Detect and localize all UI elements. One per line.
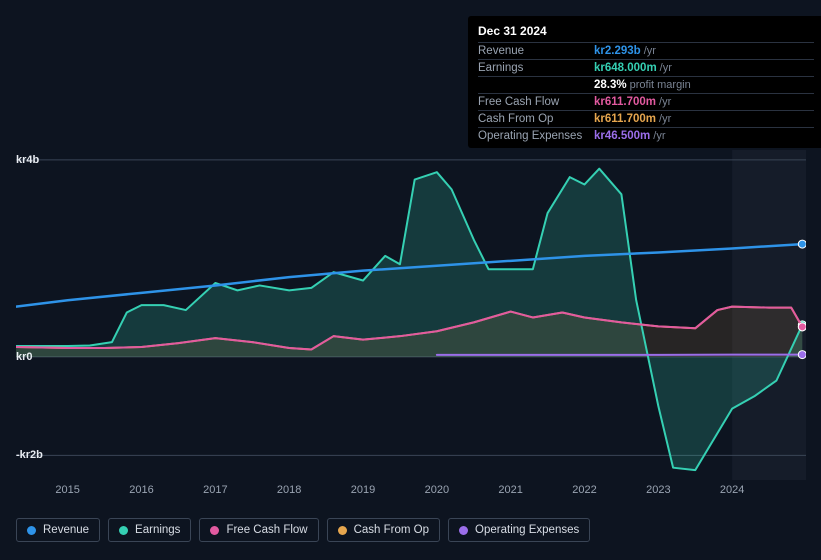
tooltip-row-value: kr611.700m/yr [594, 111, 814, 128]
legend-label: Revenue [43, 524, 89, 536]
legend-item[interactable]: Free Cash Flow [199, 518, 318, 542]
legend-label: Earnings [135, 524, 180, 536]
financials-chart[interactable]: kr4b kr0 -kr2b 2015 2016 2017 2018 2019 2020 202… [16, 150, 806, 510]
series-end-marker [798, 240, 806, 248]
tooltip-table: Revenuekr2.293b/yrEarningskr648.000m/yr2… [478, 42, 814, 144]
y-axis-label: -kr2b [16, 449, 48, 461]
series-end-marker [798, 323, 806, 331]
y-axis-label: kr4b [16, 154, 48, 166]
x-axis-label: 2018 [277, 484, 301, 496]
tooltip-date: Dec 31 2024 [478, 22, 814, 42]
tooltip-row-label [478, 77, 594, 94]
tooltip-row-value: 28.3%profit margin [594, 77, 814, 94]
y-axis-label: kr0 [16, 351, 48, 363]
legend-label: Operating Expenses [475, 524, 579, 536]
tooltip-row-value: kr46.500m/yr [594, 128, 814, 145]
legend-swatch-icon [210, 526, 219, 535]
tooltip-row-label: Cash From Op [478, 111, 594, 128]
tooltip-row-label: Operating Expenses [478, 128, 594, 145]
tooltip-row-label: Earnings [478, 60, 594, 77]
x-axis-label: 2020 [425, 484, 449, 496]
tooltip-row-label: Revenue [478, 43, 594, 60]
legend-item[interactable]: Operating Expenses [448, 518, 590, 542]
legend-swatch-icon [338, 526, 347, 535]
tooltip-row-label: Free Cash Flow [478, 94, 594, 111]
legend-label: Free Cash Flow [226, 524, 307, 536]
x-axis-label: 2016 [129, 484, 153, 496]
legend-label: Cash From Op [354, 524, 429, 536]
x-axis-label: 2015 [55, 484, 79, 496]
legend-item[interactable]: Earnings [108, 518, 191, 542]
x-axis-label: 2024 [720, 484, 744, 496]
x-axis-label: 2022 [572, 484, 596, 496]
chart-tooltip: Dec 31 2024 Revenuekr2.293b/yrEarningskr… [468, 16, 821, 148]
legend-item[interactable]: Revenue [16, 518, 100, 542]
legend-swatch-icon [459, 526, 468, 535]
legend-swatch-icon [119, 526, 128, 535]
tooltip-row-value: kr611.700m/yr [594, 94, 814, 111]
x-axis-label: 2023 [646, 484, 670, 496]
x-axis-label: 2019 [351, 484, 375, 496]
x-axis-label: 2017 [203, 484, 227, 496]
legend-swatch-icon [27, 526, 36, 535]
legend-item[interactable]: Cash From Op [327, 518, 440, 542]
x-axis-label: 2021 [498, 484, 522, 496]
series-end-marker [798, 351, 806, 359]
tooltip-row-value: kr2.293b/yr [594, 43, 814, 60]
chart-legend: Revenue Earnings Free Cash Flow Cash From O… [16, 518, 590, 542]
tooltip-row-value: kr648.000m/yr [594, 60, 814, 77]
